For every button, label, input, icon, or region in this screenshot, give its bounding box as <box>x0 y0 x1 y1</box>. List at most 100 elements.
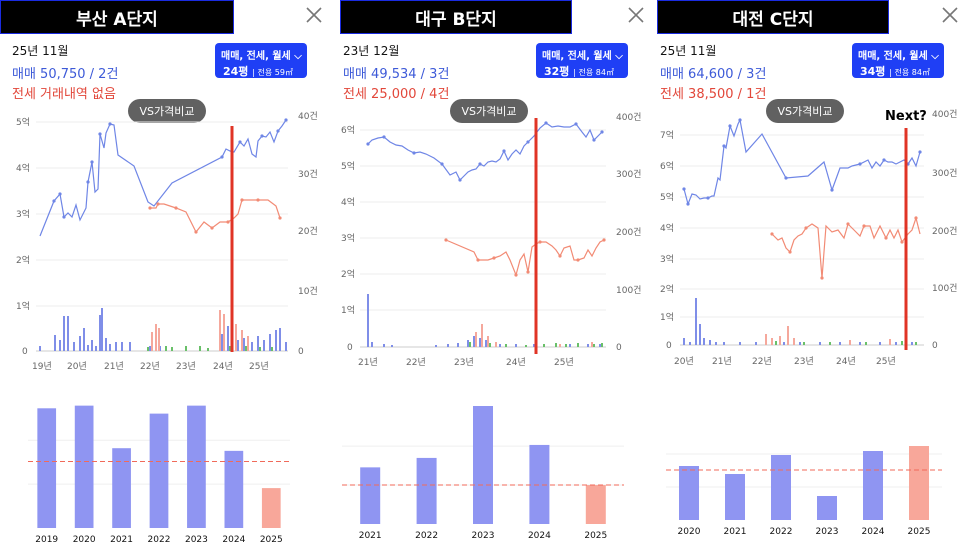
close-icon[interactable] <box>304 5 322 25</box>
yearly-bar-label: 2021 <box>724 527 747 537</box>
chevron-down-icon: ⌵ <box>615 51 623 62</box>
right-tick: 0 <box>616 343 622 353</box>
filter-chip[interactable]: 매매, 전세, 월세 ⌵ 24평 | 전용 59㎡ <box>215 43 307 78</box>
x-tick: 24년 <box>213 361 233 372</box>
yearly-bar <box>360 467 381 524</box>
right-tick: 20건 <box>298 226 318 237</box>
count-bars <box>683 298 917 345</box>
yearly-bar-chart: 2019 2020 2021 2022 2023 2024 2025 <box>28 405 290 545</box>
left-tick: 3억 <box>16 208 30 220</box>
count-bars-rent <box>765 326 891 345</box>
x-axis-ticks: 21년 22년 23년 24년 25년 <box>358 357 574 368</box>
left-tick: 6억 <box>341 124 355 136</box>
count-bars-other <box>469 342 603 347</box>
right-axis-ticks: 40건 30건 20건 10건 0 <box>298 111 318 357</box>
yearly-bar-label: 2020 <box>678 527 701 537</box>
yearly-bar <box>679 466 699 520</box>
left-tick: 0 <box>347 343 353 353</box>
left-tick: 4억 <box>341 196 355 208</box>
yearly-bar <box>37 408 57 528</box>
yearly-bar <box>771 455 791 520</box>
close-icon[interactable] <box>626 5 646 25</box>
left-tick: 5억 <box>16 116 30 128</box>
yearly-bar-label: 2024 <box>222 535 245 545</box>
yearly-bar <box>187 405 206 528</box>
yearly-bar-label: 2021 <box>359 531 382 541</box>
yearly-bar <box>74 405 94 528</box>
x-axis-ticks: 20년 21년 22년 23년 24년 25년 <box>674 356 896 367</box>
rent-price-points <box>770 216 918 280</box>
count-bars-other <box>775 341 917 345</box>
yearly-bar <box>149 413 169 528</box>
right-tick: 40건 <box>298 111 318 122</box>
x-tick: 25년 <box>876 356 896 367</box>
yearly-bar-chart: 2021 2022 2023 2024 2025 <box>342 406 624 541</box>
left-tick: 6억 <box>660 160 674 172</box>
left-tick: 7억 <box>660 129 674 141</box>
count-bars <box>367 294 603 347</box>
right-tick: 200건 <box>616 227 641 238</box>
count-bars-other <box>147 346 273 351</box>
left-tick: 2억 <box>16 254 30 266</box>
x-tick: 20년 <box>67 361 87 372</box>
close-icon[interactable] <box>940 5 960 25</box>
x-tick: 23년 <box>454 357 474 368</box>
yearly-bar <box>261 488 281 528</box>
sale-price-line <box>683 118 921 206</box>
left-tick: 1억 <box>341 304 355 316</box>
left-tick: 3억 <box>660 253 674 265</box>
x-tick: 23년 <box>176 361 196 372</box>
left-axis-ticks: 6억 5억 4억 3억 2억 1억 0 <box>341 124 355 353</box>
x-tick: 22년 <box>752 356 772 367</box>
vs-compare-button[interactable]: VS가격비교 <box>450 99 528 123</box>
period-label: 23년 12월 <box>343 44 400 58</box>
size-main: 34평 <box>860 65 886 78</box>
left-tick: 1억 <box>660 311 674 323</box>
chevron-down-icon: ⌵ <box>294 51 302 62</box>
panel-title-bar: 대전 C단지 <box>657 0 889 34</box>
yearly-bar-label: 2024 <box>862 527 885 537</box>
vs-compare-button[interactable]: VS가격비교 <box>128 99 206 123</box>
left-tick: 2억 <box>660 283 674 295</box>
right-tick: 400건 <box>616 112 641 123</box>
sale-price-points <box>366 121 604 182</box>
x-tick: 22년 <box>140 361 160 372</box>
count-bars-rent <box>151 310 249 351</box>
panel-title-bar: 대구 B단지 <box>340 0 572 34</box>
price-chart: 5억 4억 3억 2억 1억 0 40건 30건 20건 10건 0 <box>16 111 318 372</box>
right-tick: 0 <box>932 341 938 351</box>
rent-price-points <box>148 198 282 234</box>
right-tick: 0 <box>298 347 304 357</box>
yearly-bar <box>863 451 883 520</box>
panel-title: 부산 A단지 <box>76 9 158 30</box>
right-axis-ticks: 400건 300건 200건 100건 0 <box>932 109 957 351</box>
left-tick: 1억 <box>16 300 30 312</box>
right-axis-ticks: 400건 300건 200건 100건 0 <box>616 112 641 353</box>
yearly-bar <box>112 448 131 528</box>
next-label: Next? <box>885 109 927 124</box>
yearly-bar <box>529 444 550 524</box>
x-tick: 21년 <box>712 356 732 367</box>
left-axis-ticks: 5억 4억 3억 2억 1억 0 <box>16 116 30 357</box>
yearly-bar <box>725 474 745 520</box>
size-sub: 전용 84㎡ <box>578 68 614 77</box>
x-tick: 21년 <box>104 361 124 372</box>
yearly-bar <box>585 485 606 524</box>
left-tick: 5억 <box>341 160 355 172</box>
sale-price-line <box>367 122 603 182</box>
size-main: 32평 <box>544 65 570 78</box>
sale-summary: 매매 49,534 / 3건 <box>343 67 450 82</box>
filter-chip-label: 매매, 전세, 월세 <box>858 51 932 62</box>
x-tick: 20년 <box>674 356 694 367</box>
right-tick: 400건 <box>932 109 957 120</box>
yearly-bar-chart: 2020 2021 2022 2023 2024 2025 <box>666 446 942 537</box>
filter-chip[interactable]: 매매, 전세, 월세 ⌵ 32평 | 전용 84㎡ <box>536 43 628 78</box>
filter-chip[interactable]: 매매, 전세, 월세 ⌵ 34평 | 전용 84㎡ <box>852 43 944 78</box>
price-chart: 7억 6억 5억 4억 3억 2억 1억 0 400건 300건 200건 10… <box>660 109 957 367</box>
rent-summary: 전세 거래내역 없음 <box>12 87 116 102</box>
count-bars-sale <box>367 294 601 347</box>
vs-compare-button[interactable]: VS가격비교 <box>766 99 844 123</box>
vs-compare-label: VS가격비교 <box>461 105 517 118</box>
chart-grid <box>680 134 924 346</box>
sale-price-points <box>52 118 288 219</box>
